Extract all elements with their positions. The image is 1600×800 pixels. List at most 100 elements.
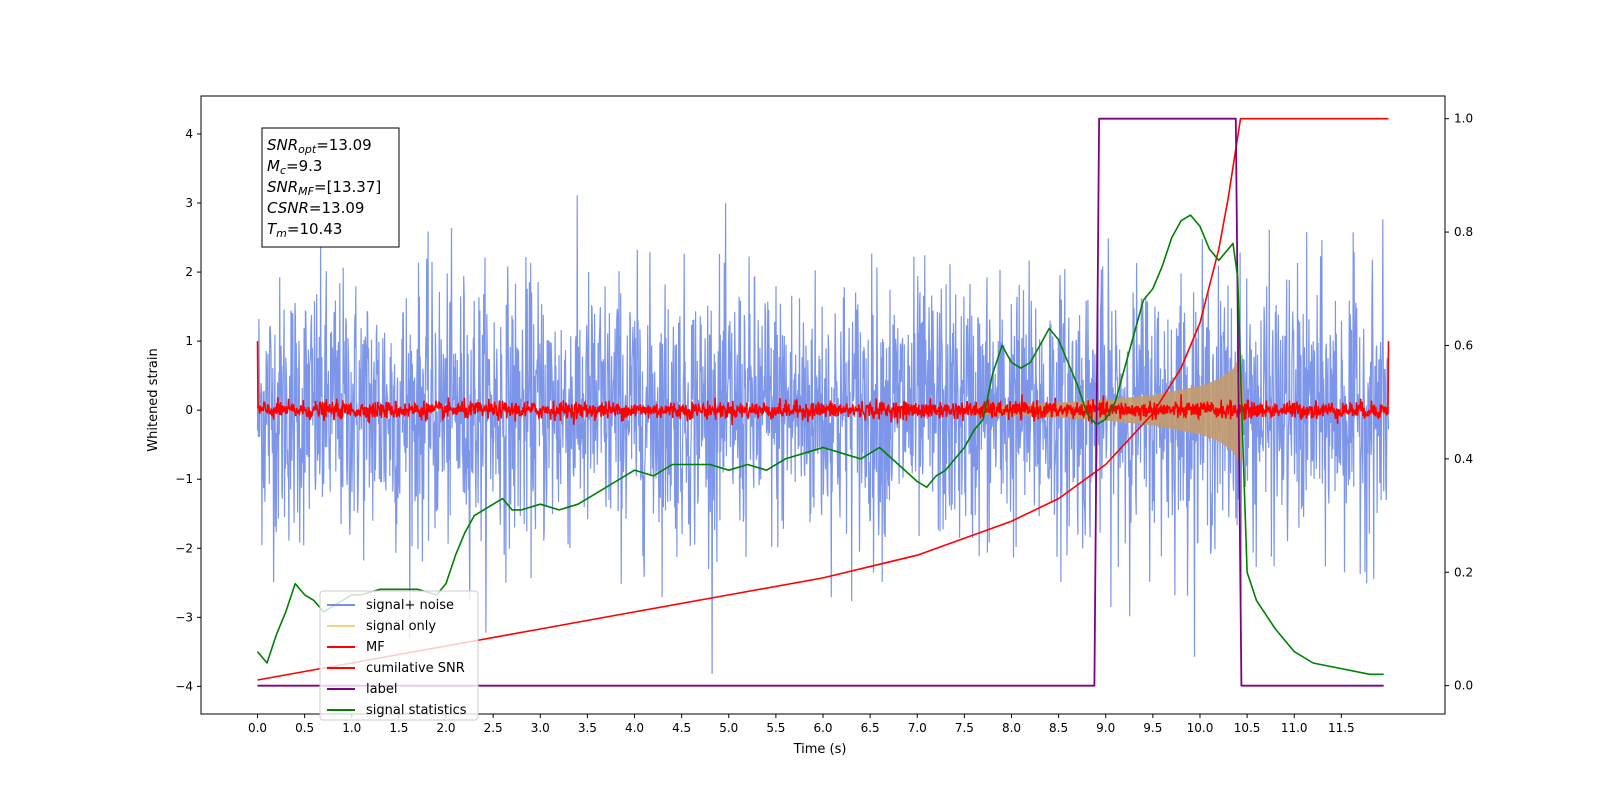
x-tick-label: 8.0 xyxy=(1002,721,1021,735)
info-mc: Mc=9.3 xyxy=(267,157,322,177)
info-symbol: T xyxy=(267,220,278,238)
x-tick-label: 9.5 xyxy=(1143,721,1162,735)
info-snr-mf: SNRMF=[13.37] xyxy=(267,178,381,198)
info-subscript: opt xyxy=(298,143,317,156)
y2-tick: 1.0 xyxy=(1445,112,1473,126)
x-tick: 11.5 xyxy=(1328,714,1355,735)
y2-tick: 0.2 xyxy=(1445,565,1473,579)
info-snr-opt: SNRopt=13.09 xyxy=(267,136,372,156)
x-tick-label: 2.5 xyxy=(484,721,503,735)
legend-item: MF xyxy=(327,640,385,655)
info-csnr: CSNR=13.09 xyxy=(267,199,364,217)
y-tick-label: 3 xyxy=(185,196,193,210)
info-symbol: SNR xyxy=(267,178,298,196)
y-tick-label: −3 xyxy=(175,610,193,624)
x-tick-label: 4.5 xyxy=(672,721,691,735)
legend: signal+ noise signal only MF cumilative SNR… xyxy=(319,590,479,721)
info-value: =10.43 xyxy=(287,220,343,238)
series-cumulative-snr xyxy=(257,117,1389,681)
y2-tick: 0.0 xyxy=(1445,679,1473,693)
y2-tick: 0.4 xyxy=(1445,452,1473,466)
legend-label: signal only xyxy=(366,619,436,634)
x-tick: 9.5 xyxy=(1143,714,1162,735)
x-tick: 7.5 xyxy=(955,714,974,735)
legend-label: signal statistics xyxy=(366,703,467,718)
x-tick: 8.5 xyxy=(1049,714,1068,735)
legend-label: signal+ noise xyxy=(366,598,454,613)
legend-item: signal statistics xyxy=(327,703,467,718)
x-tick: 6.0 xyxy=(813,714,833,735)
x-tick-label: 1.0 xyxy=(342,721,361,735)
y2-tick-label: 0.2 xyxy=(1454,565,1473,579)
x-tick-label: 1.5 xyxy=(389,721,408,735)
x-axis-label: Time (s) xyxy=(793,742,847,757)
x-tick-label: 3.0 xyxy=(531,721,550,735)
x-tick-label: 7.5 xyxy=(955,721,974,735)
y-tick-label: 2 xyxy=(185,265,193,279)
series-label xyxy=(257,117,1384,687)
x-tick-label: 6.5 xyxy=(861,721,880,735)
legend-item: cumilative SNR xyxy=(327,661,465,676)
y2-tick-label: 0.6 xyxy=(1454,338,1473,352)
info-subscript: m xyxy=(276,227,287,240)
y-tick: 3 xyxy=(185,196,201,210)
series-mf xyxy=(256,341,1390,426)
legend-item: signal only xyxy=(327,619,436,634)
x-tick-label: 3.5 xyxy=(578,721,597,735)
y-tick: −2 xyxy=(175,541,201,555)
y2-tick: 0.8 xyxy=(1445,225,1473,239)
y2-tick-label: 0.4 xyxy=(1454,452,1473,466)
info-value: =13.09 xyxy=(316,136,372,154)
x-tick-label: 10.0 xyxy=(1187,721,1214,735)
x-tick: 3.5 xyxy=(578,714,597,735)
x-tick: 11.0 xyxy=(1281,714,1308,735)
y-tick: 4 xyxy=(185,127,201,141)
x-tick: 3.0 xyxy=(531,714,550,735)
x-tick-label: 5.0 xyxy=(719,721,738,735)
x-tick-label: 0.0 xyxy=(248,721,267,735)
x-tick-label: 9.0 xyxy=(1096,721,1115,735)
x-tick: 0.0 xyxy=(248,714,267,735)
info-tm: Tm=10.43 xyxy=(267,220,342,240)
x-tick: 6.5 xyxy=(861,714,880,735)
x-tick: 5.5 xyxy=(766,714,785,735)
y-tick-label: −2 xyxy=(175,541,193,555)
x-tick: 8.0 xyxy=(1002,714,1021,735)
info-value: =13.09 xyxy=(309,199,365,217)
x-tick-label: 5.5 xyxy=(766,721,785,735)
y-axis-label: Whitened strain xyxy=(146,348,161,451)
y-tick: −1 xyxy=(175,472,201,486)
x-tick: 10.5 xyxy=(1234,714,1261,735)
y2-tick-label: 0.0 xyxy=(1454,679,1473,693)
info-value: =9.3 xyxy=(286,157,322,175)
x-tick-label: 7.0 xyxy=(908,721,927,735)
x-tick: 0.5 xyxy=(295,714,314,735)
y-tick-label: 0 xyxy=(185,403,193,417)
y-tick-label: 1 xyxy=(185,334,193,348)
x-tick-label: 8.5 xyxy=(1049,721,1068,735)
legend-label: cumilative SNR xyxy=(366,661,465,676)
x-tick: 4.0 xyxy=(625,714,644,735)
info-box: SNRopt=13.09Mc=9.3SNRMF=[13.37]CSNR=13.0… xyxy=(261,127,400,248)
y-tick-label: −4 xyxy=(175,679,193,693)
x-tick: 7.0 xyxy=(908,714,927,735)
legend-label: MF xyxy=(366,640,385,655)
x-tick-label: 10.5 xyxy=(1234,721,1261,735)
y-tick-label: 4 xyxy=(185,127,193,141)
y2-tick-label: 1.0 xyxy=(1454,112,1473,126)
y2-tick-label: 0.8 xyxy=(1454,225,1473,239)
legend-item: label xyxy=(327,682,397,697)
axes: 0.0 0.5 1.0 1.5 2.0 2.5 3.0 3.5 4.0 4.5 5.0 5.5 6.0 6… xyxy=(175,95,1473,735)
x-tick-label: 4.0 xyxy=(625,721,644,735)
info-box-frame xyxy=(261,127,400,248)
y-tick: 1 xyxy=(185,334,201,348)
info-symbol: M xyxy=(267,157,280,175)
info-symbol: SNR xyxy=(267,136,298,154)
x-tick: 9.0 xyxy=(1096,714,1115,735)
y-tick: −3 xyxy=(175,610,201,624)
info-subscript: c xyxy=(280,164,286,177)
x-tick-label: 0.5 xyxy=(295,721,314,735)
y-tick: 2 xyxy=(185,265,201,279)
x-tick: 5.0 xyxy=(719,714,738,735)
